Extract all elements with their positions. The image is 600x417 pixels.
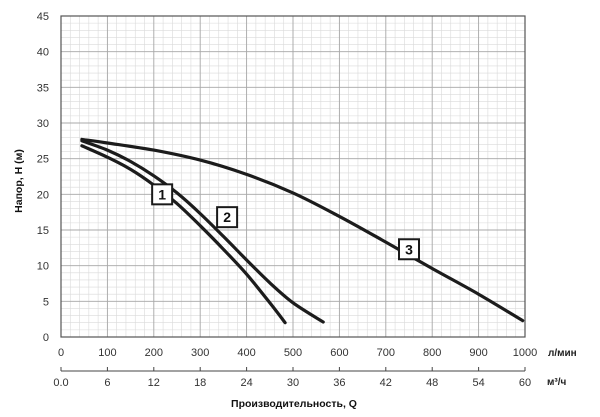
x-tick-label: 300	[191, 347, 209, 359]
y-tick-label: 30	[37, 118, 49, 130]
curves	[80, 137, 525, 325]
x2-tick-label: 42	[380, 377, 392, 389]
curve-1	[80, 144, 287, 325]
y-tick-label: 0	[43, 332, 49, 344]
y-tick-label: 15	[37, 225, 49, 237]
y-tick-label: 20	[37, 189, 49, 201]
x-unit-primary: л/мин	[548, 348, 577, 359]
x-tick-label: 800	[423, 347, 441, 359]
curve-label-box	[398, 238, 420, 261]
y-tick-label: 45	[37, 11, 49, 23]
x2-tick-label: 12	[148, 377, 160, 389]
x2-tick-label: 60	[519, 377, 531, 389]
curve-label-text: 2	[223, 209, 231, 225]
curve-label-box	[151, 183, 174, 206]
curve-2	[80, 139, 325, 324]
x-tick-label: 500	[284, 347, 302, 359]
curve-label-3: 3	[398, 238, 420, 261]
major-grid	[60, 15, 526, 338]
x-tick-label: 400	[237, 347, 255, 359]
x-tick-label: 100	[98, 347, 116, 359]
curve-label-2: 2	[216, 206, 239, 229]
x2-tick-label: 24	[240, 377, 252, 389]
curve-label-text: 3	[405, 241, 413, 257]
x-tick-label: 900	[469, 347, 487, 359]
y-tick-label: 5	[43, 296, 49, 308]
x-axis-title: Производительность, Q	[231, 398, 357, 410]
y-tick-label: 10	[37, 261, 49, 273]
y-tick-label: 35	[37, 82, 49, 94]
y-tick-label: 40	[37, 47, 49, 59]
curve-label-text: 1	[158, 186, 166, 202]
curve-3	[80, 137, 525, 323]
x2-tick-label: 54	[472, 377, 484, 389]
y-axis-title: Напор, H (м)	[13, 149, 25, 213]
x2-tick-label: 36	[333, 377, 345, 389]
curve-labels: 1 2 3	[151, 183, 420, 261]
x-unit-secondary: м³/ч	[547, 377, 567, 388]
curve-label-1: 1	[151, 183, 174, 206]
y-tick-labels: 0 5 10 15 20 25 30 35 40 45	[37, 11, 49, 344]
x-tick-labels: 0 100 200 300 400 500 600 700 800 900 1000	[58, 347, 537, 359]
x-tick-label: 0	[58, 347, 64, 359]
x2-tick-label: 48	[426, 377, 438, 389]
y-tick-label: 25	[37, 154, 49, 166]
x-tick-label: 700	[377, 347, 395, 359]
x-tick-label: 200	[145, 347, 163, 359]
x2-tick-label: 18	[194, 377, 206, 389]
secondary-x-tick-labels: 0.0 6 12 18 24 30 36 42 48 54 60	[53, 367, 531, 389]
x2-tick-label: 6	[104, 377, 110, 389]
x2-tick-label: 30	[287, 377, 299, 389]
x-tick-label: 600	[330, 347, 348, 359]
x-tick-label: 1000	[513, 347, 537, 359]
x2-tick-label: 0.0	[53, 377, 68, 389]
plot-frame	[60, 15, 526, 338]
curve-label-box	[216, 206, 239, 229]
